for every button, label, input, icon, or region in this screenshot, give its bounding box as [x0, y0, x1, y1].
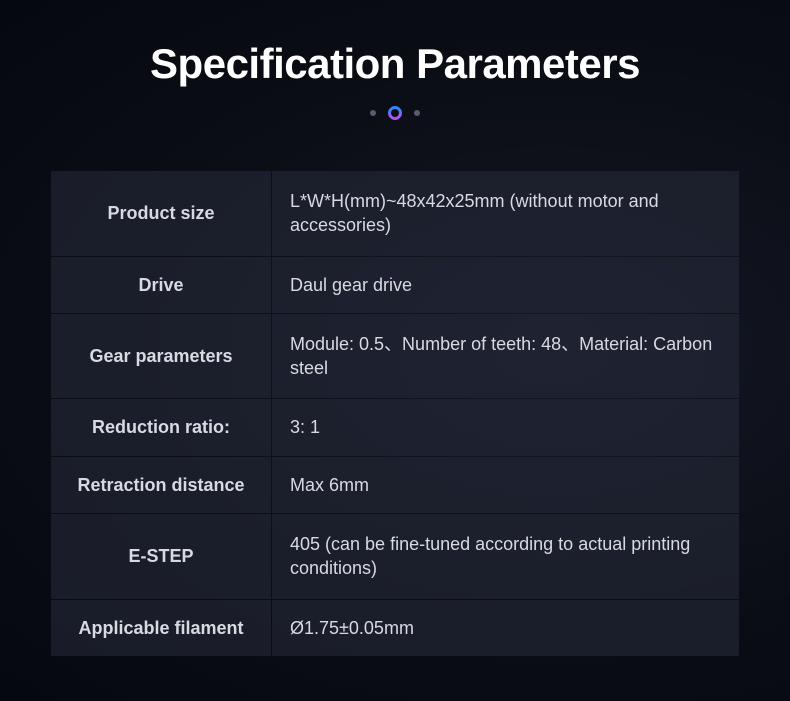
table-row: Gear parameters Module: 0.5、Number of te…: [51, 314, 739, 399]
table-row: E-STEP 405 (can be fine-tuned according …: [51, 514, 739, 599]
dot-icon: [370, 110, 376, 116]
spec-label: Applicable filament: [51, 600, 271, 656]
spec-value: 405 (can be fine-tuned according to actu…: [272, 514, 739, 599]
spec-value: Daul gear drive: [272, 257, 739, 313]
spec-value: Ø1.75±0.05mm: [272, 600, 739, 656]
spec-label: E-STEP: [51, 514, 271, 599]
page-title: Specification Parameters: [50, 40, 740, 88]
spec-label: Reduction ratio:: [51, 399, 271, 455]
decorative-dots: [50, 106, 740, 120]
dot-icon: [414, 110, 420, 116]
table-row: Retraction distance Max 6mm: [51, 457, 739, 513]
spec-value: L*W*H(mm)~48x42x25mm (without motor and …: [272, 171, 739, 256]
spec-value: Module: 0.5、Number of teeth: 48、Material…: [272, 314, 739, 399]
table-row: Product size L*W*H(mm)~48x42x25mm (witho…: [51, 171, 739, 256]
table-row: Applicable filament Ø1.75±0.05mm: [51, 600, 739, 656]
spec-label: Drive: [51, 257, 271, 313]
spec-table-body: Product size L*W*H(mm)~48x42x25mm (witho…: [51, 171, 739, 656]
spec-label: Product size: [51, 171, 271, 256]
spec-label: Retraction distance: [51, 457, 271, 513]
ring-icon: [385, 103, 405, 123]
spec-value: Max 6mm: [272, 457, 739, 513]
spec-table: Product size L*W*H(mm)~48x42x25mm (witho…: [50, 170, 740, 657]
table-row: Reduction ratio: 3: 1: [51, 399, 739, 455]
spec-label: Gear parameters: [51, 314, 271, 399]
table-row: Drive Daul gear drive: [51, 257, 739, 313]
spec-value: 3: 1: [272, 399, 739, 455]
